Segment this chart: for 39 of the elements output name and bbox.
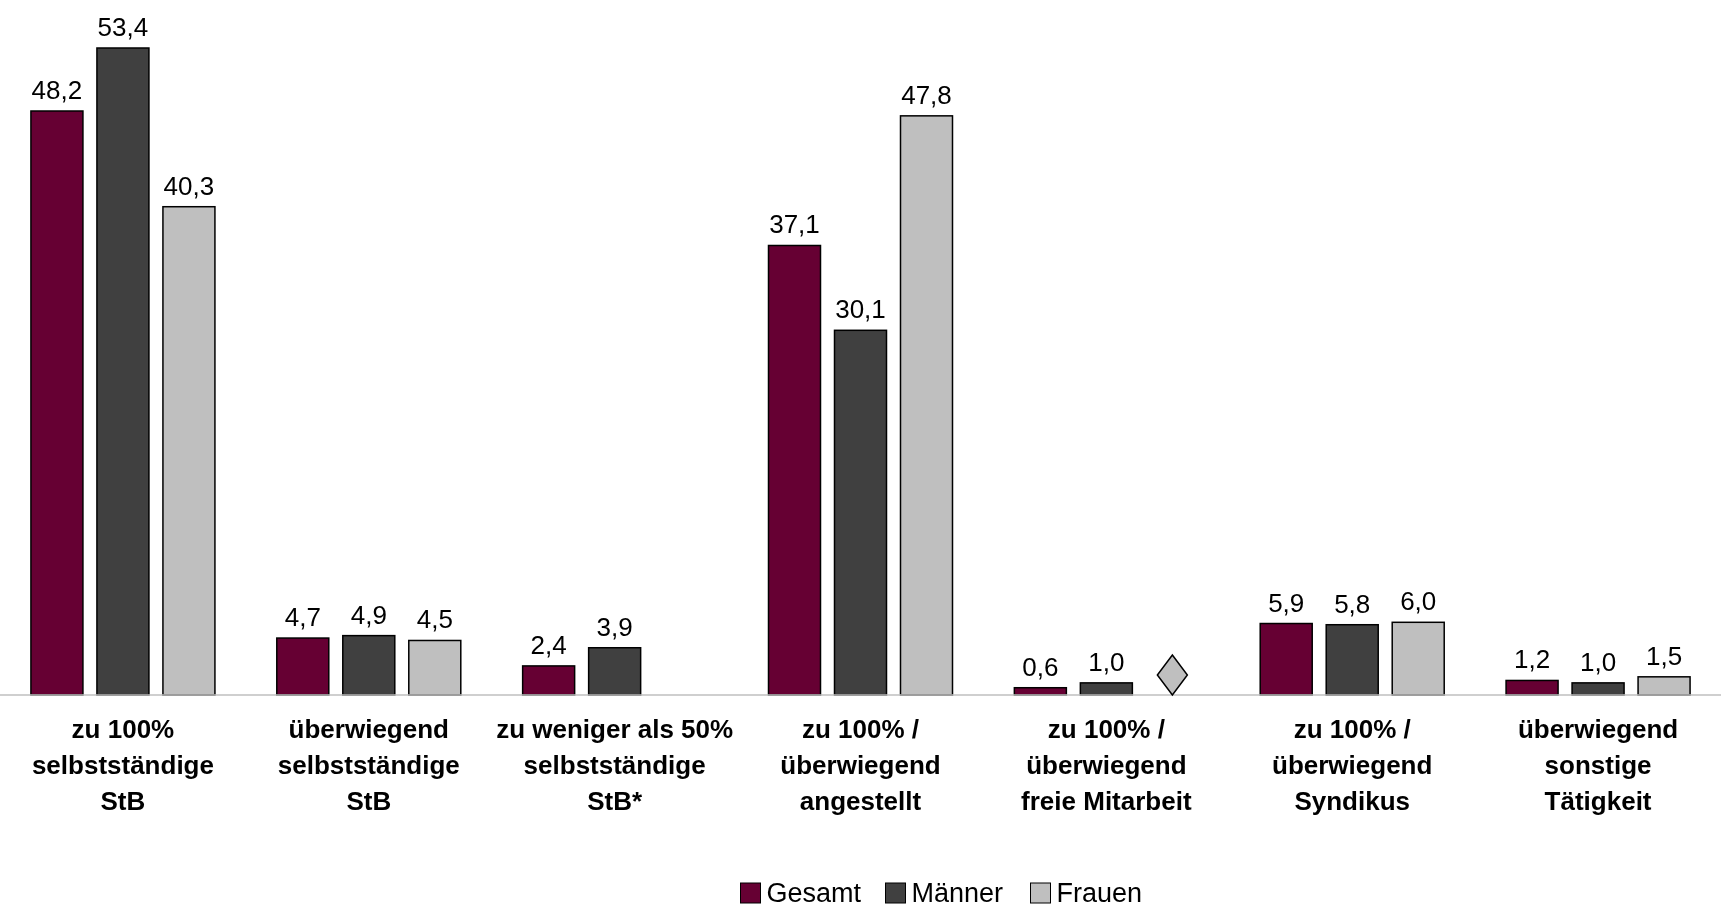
x-tick-label: zu 100% selbstständige StB: [31, 714, 214, 816]
data-label: 37,1: [769, 209, 820, 240]
data-label: 1,0: [1088, 646, 1125, 677]
x-tick-label: zu 100% / überwiegend Syndikus: [1272, 714, 1433, 816]
legend-label: Gesamt: [766, 878, 862, 908]
data-label: 1,2: [1513, 644, 1551, 675]
x-tick-label: zu 100% / überwiegend angestellt: [780, 714, 941, 816]
bar: [767, 244, 822, 696]
data-label: 5,9: [1268, 587, 1305, 618]
data-label: 0,6: [1022, 651, 1059, 682]
data-label: 3,9: [596, 611, 633, 642]
data-label: 2,4: [530, 629, 567, 660]
data-label: 4,5: [416, 604, 453, 635]
x-tick-label: überwiegend selbstständige StB: [277, 714, 460, 816]
bar: [521, 665, 576, 696]
legend-label: Frauen: [1056, 878, 1143, 908]
bar: [1325, 623, 1379, 696]
bar: [587, 647, 642, 696]
data-label: 4,9: [350, 599, 387, 630]
x-tick-label: zu 100% / überwiegend freie Mitarbeit: [1021, 714, 1192, 816]
x-tick-label: zu weniger als 50% selbstständige StB*: [496, 714, 734, 816]
bar: [1259, 622, 1313, 696]
data-label: 53,4: [97, 12, 149, 42]
bar: [96, 47, 150, 696]
data-label: 6,0: [1400, 586, 1437, 617]
data-label: 1,0: [1579, 646, 1617, 677]
data-label: 1,5: [1645, 640, 1683, 671]
data-label: 40,3: [163, 170, 215, 201]
bar: [276, 637, 330, 696]
bar: [342, 634, 396, 696]
legend-label: Männer: [911, 878, 1004, 908]
data-label: 5,8: [1334, 588, 1371, 619]
data-label: 4,7: [284, 602, 321, 633]
data-label: 47,8: [901, 79, 952, 110]
data-label: 48,2: [31, 75, 83, 105]
bar: [833, 329, 888, 696]
data-label: 30,1: [835, 294, 886, 325]
bar: [30, 110, 84, 696]
x-tick-label: überwiegend sonstige Tätigkeit: [1517, 714, 1679, 816]
